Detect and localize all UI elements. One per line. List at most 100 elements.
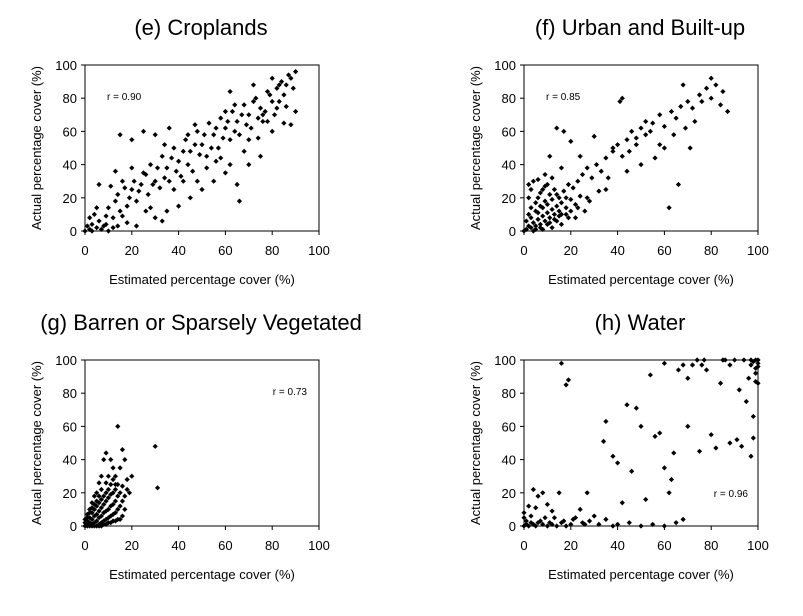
- data-point: [528, 215, 534, 221]
- x-tick-label: 40: [171, 538, 185, 553]
- data-point: [558, 165, 565, 171]
- data-point: [528, 513, 534, 519]
- y-tick-label: 60: [63, 419, 77, 434]
- data-point: [544, 210, 550, 216]
- data-point: [521, 228, 527, 234]
- y-axis-label: Actual percentage cover (%): [468, 361, 483, 525]
- data-point: [589, 175, 595, 181]
- data-point: [586, 518, 593, 524]
- data-point: [136, 188, 142, 194]
- data-point: [624, 168, 630, 174]
- data-point: [129, 186, 135, 193]
- data-point: [122, 493, 128, 499]
- data-point: [204, 165, 210, 171]
- data-point: [603, 155, 609, 161]
- x-tick-label: 20: [125, 243, 139, 258]
- x-tick-label: 60: [218, 538, 232, 553]
- data-point: [87, 506, 93, 512]
- data-point: [257, 105, 264, 111]
- data-point: [122, 457, 128, 463]
- data-point: [91, 211, 97, 217]
- data-point: [166, 125, 172, 131]
- data-point: [164, 208, 170, 214]
- x-tick-label: 0: [520, 538, 527, 553]
- data-point: [554, 203, 560, 209]
- data-point: [643, 118, 649, 125]
- data-point: [119, 447, 126, 453]
- data-point: [741, 357, 747, 363]
- data-point: [661, 465, 667, 471]
- data-point: [276, 98, 282, 105]
- data-point: [98, 226, 104, 232]
- data-point: [563, 523, 569, 529]
- data-point: [255, 135, 261, 141]
- data-point: [575, 178, 581, 184]
- data-points: [82, 69, 299, 234]
- data-point: [124, 220, 130, 226]
- data-point: [554, 523, 560, 529]
- data-point: [701, 357, 707, 363]
- data-point: [250, 82, 257, 88]
- data-point: [126, 490, 133, 496]
- y-tick-label: 40: [63, 453, 77, 468]
- y-tick-label: 80: [63, 91, 77, 106]
- data-point: [533, 200, 539, 206]
- data-point: [110, 476, 116, 483]
- data-point: [638, 162, 644, 168]
- correlation-label: r = 0.96: [714, 489, 749, 500]
- x-tick-label: 80: [265, 538, 279, 553]
- data-point: [643, 496, 649, 503]
- data-point: [98, 486, 104, 493]
- data-point: [535, 176, 541, 183]
- data-point: [283, 82, 289, 88]
- data-point: [246, 137, 252, 143]
- data-point: [610, 148, 616, 154]
- data-point: [288, 75, 294, 81]
- data-point: [753, 370, 759, 376]
- x-tick-label: 60: [657, 538, 671, 553]
- data-point: [117, 208, 123, 214]
- data-point: [746, 375, 752, 381]
- data-point: [246, 162, 252, 168]
- data-point: [554, 191, 560, 198]
- data-point: [157, 185, 163, 191]
- data-point: [222, 170, 228, 176]
- data-point: [112, 510, 119, 516]
- data-point: [269, 98, 275, 105]
- data-point: [211, 132, 217, 138]
- data-point: [159, 218, 165, 224]
- data-point: [269, 128, 275, 134]
- data-point: [696, 92, 703, 98]
- data-point: [152, 443, 158, 449]
- data-point: [535, 493, 541, 499]
- data-point: [178, 173, 184, 179]
- data-point: [115, 223, 121, 229]
- data-point: [598, 168, 604, 174]
- data-point: [561, 518, 567, 524]
- data-point: [638, 523, 644, 529]
- data-point: [610, 523, 616, 529]
- data-point: [673, 520, 679, 526]
- data-point: [185, 132, 191, 138]
- data-point: [89, 523, 95, 529]
- data-point: [206, 120, 212, 126]
- data-point: [699, 98, 705, 105]
- data-point: [540, 521, 546, 527]
- chart-title: (f) Urban and Built-up: [535, 15, 745, 40]
- data-point: [119, 483, 126, 489]
- data-point: [260, 112, 266, 118]
- y-tick-label: 40: [502, 453, 516, 468]
- data-point: [103, 213, 109, 219]
- data-point: [101, 518, 107, 524]
- data-point: [122, 185, 128, 191]
- data-point: [626, 520, 632, 526]
- data-point: [530, 486, 536, 493]
- data-point: [171, 186, 177, 193]
- data-point: [554, 125, 560, 131]
- data-point: [551, 216, 558, 222]
- data-point: [563, 211, 569, 217]
- data-point: [98, 496, 104, 503]
- data-point: [727, 362, 733, 368]
- data-point: [626, 148, 632, 154]
- data-point: [696, 448, 703, 454]
